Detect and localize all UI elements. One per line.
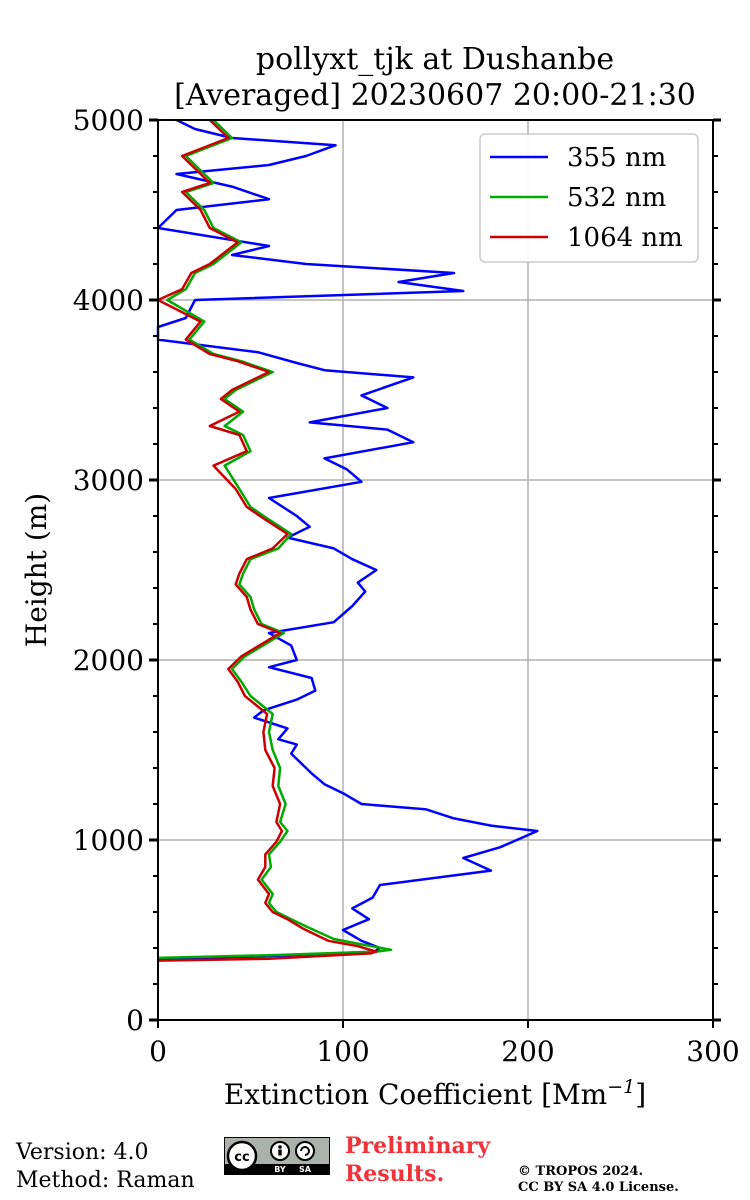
legend-box bbox=[479, 133, 699, 263]
x-tick-label: 200 bbox=[501, 1035, 554, 1068]
y-axis-label: Height (m) bbox=[20, 493, 53, 647]
x-tick-label: 300 bbox=[686, 1035, 739, 1068]
svg-text:SA: SA bbox=[299, 1165, 312, 1174]
legend-label: 355 nm bbox=[567, 143, 666, 173]
method-text: Method: Raman bbox=[16, 1168, 195, 1193]
cc-license-badge: cc BY SA bbox=[224, 1137, 330, 1175]
x-tick-label: 0 bbox=[149, 1035, 167, 1068]
y-tick-label: 5000 bbox=[73, 104, 144, 137]
version-text: Version: 4.0 bbox=[16, 1140, 149, 1165]
y-tick-label: 3000 bbox=[73, 464, 144, 497]
share-alike-icon bbox=[295, 1141, 315, 1161]
preliminary-results-label: Preliminary bbox=[345, 1133, 491, 1159]
y-tick-label: 1000 bbox=[73, 824, 144, 857]
preliminary-results-label-line2: Results. bbox=[345, 1161, 445, 1187]
series-line-1064-nm bbox=[156, 119, 378, 962]
y-tick-label: 2000 bbox=[73, 644, 144, 677]
grid bbox=[158, 120, 713, 1020]
legend: 355 nm 532 nm 1064 nm bbox=[479, 133, 699, 263]
y-tick-label: 4000 bbox=[73, 284, 144, 317]
x-axis-label: Extinction Coefficient [Mm−1] bbox=[224, 1076, 646, 1111]
legend-label: 1064 nm bbox=[567, 223, 683, 253]
chart-title-line2: [Averaged] 20230607 20:00-21:30 bbox=[174, 78, 696, 113]
series-line-532-nm bbox=[157, 119, 393, 960]
license-text: CC BY SA 4.0 License. bbox=[518, 1180, 679, 1195]
svg-text:BY: BY bbox=[274, 1165, 286, 1174]
cc-icon bbox=[226, 1140, 258, 1172]
y-tick-label: 0 bbox=[126, 1004, 144, 1037]
series-line-355-nm bbox=[156, 118, 539, 961]
series-lines bbox=[156, 118, 539, 962]
chart-title-line1: pollyxt_tjk at Dushanbe bbox=[255, 42, 615, 77]
svg-text:cc: cc bbox=[234, 1150, 249, 1165]
copyright-text: © TROPOS 2024. bbox=[518, 1164, 644, 1179]
x-tick-label: 100 bbox=[316, 1035, 369, 1068]
legend-label: 532 nm bbox=[567, 183, 666, 213]
plot-frame bbox=[157, 119, 714, 1021]
